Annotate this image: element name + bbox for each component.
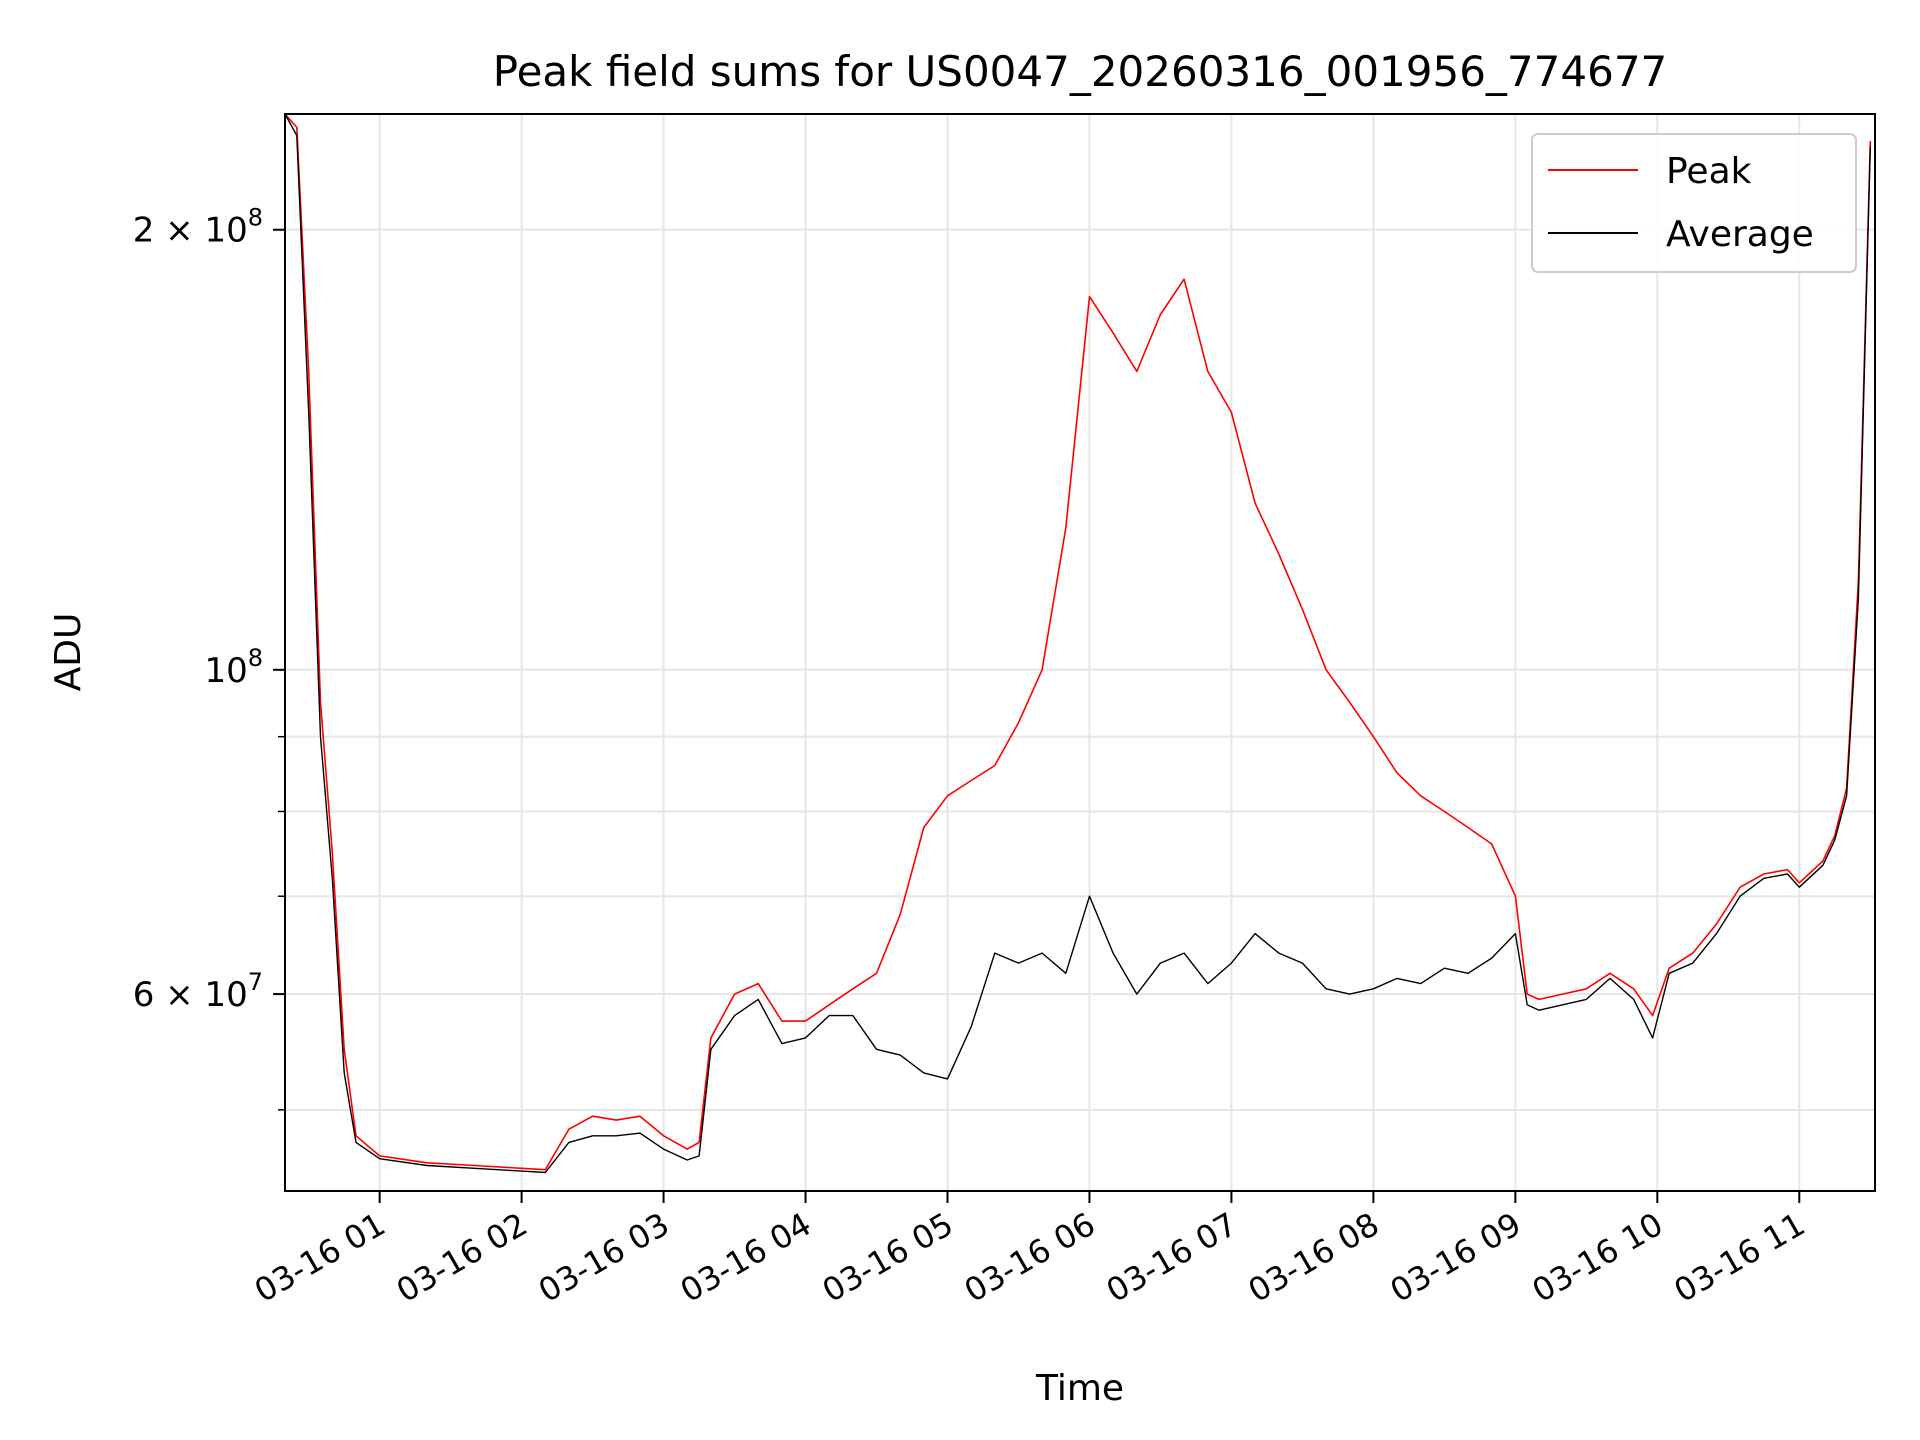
y-tick-label: 6 × 107 (133, 968, 263, 1015)
grid (285, 114, 1875, 1191)
series-line-average (285, 114, 1871, 1174)
y-tick-label: 2 × 108 (133, 204, 263, 251)
legend-label-peak: Peak (1666, 151, 1752, 192)
series-layer (285, 114, 1872, 1174)
plot-frame (284, 113, 1876, 1192)
legend-box (1531, 133, 1857, 273)
y-tick-label: 108 (204, 644, 263, 691)
series-line-peak (285, 114, 1872, 1171)
legend-label-average: Average (1666, 214, 1814, 255)
chart-title: Peak field sums for US0047_20260316_0019… (493, 47, 1668, 96)
y-axis: 6 × 107 108 2 × 108 (133, 204, 285, 1111)
legend: Peak Average (1531, 133, 1857, 273)
y-axis-label: ADU (48, 613, 89, 692)
x-axis-label: Time (1035, 1368, 1124, 1409)
